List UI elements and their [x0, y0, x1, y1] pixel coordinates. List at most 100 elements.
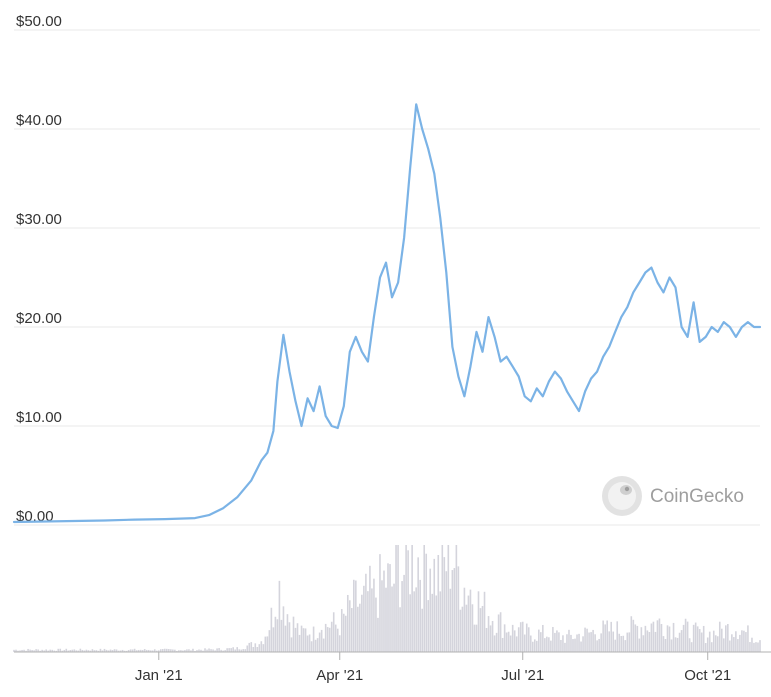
volume-bar: [596, 640, 598, 652]
volume-bar: [483, 591, 486, 652]
volume-bar: [29, 649, 31, 652]
volume-bar: [505, 632, 508, 652]
volume-bar: [678, 632, 681, 652]
volume-bar: [421, 608, 423, 652]
volume-bar: [119, 650, 122, 652]
volume-bar: [425, 553, 428, 652]
x-tick-label: Oct '21: [684, 667, 731, 684]
volume-bar: [244, 649, 247, 652]
volume-bar: [87, 650, 90, 652]
volume-bar: [650, 623, 653, 652]
volume-bar: [702, 625, 705, 652]
volume-bar: [47, 650, 49, 652]
volume-bar: [240, 649, 243, 652]
volume-bar: [757, 642, 759, 652]
volume-bar: [509, 635, 512, 652]
volume-bar: [168, 648, 170, 652]
volume-bar: [77, 650, 80, 652]
y-tick-label: $20.00: [16, 310, 62, 327]
volume-bar: [720, 628, 723, 652]
volume-bar: [153, 649, 156, 652]
volume-bar: [41, 649, 43, 652]
volume-bar: [246, 645, 249, 652]
volume-bar: [109, 649, 112, 652]
volume-bar: [23, 649, 25, 652]
volume-bar: [135, 650, 138, 652]
volume-bar: [206, 649, 208, 652]
volume-bar: [35, 649, 37, 652]
volume-bar: [55, 650, 58, 652]
volume-bar: [222, 650, 224, 652]
volume-bar: [224, 650, 226, 652]
volume-bar: [574, 638, 576, 652]
volume-bar: [93, 650, 96, 652]
volume-bar: [176, 650, 178, 652]
volume-bar: [616, 621, 619, 652]
volume-bar: [407, 550, 409, 652]
volume-bar: [65, 648, 68, 652]
volume-bar: [256, 647, 259, 652]
volume-bar: [250, 642, 253, 652]
volume-bar: [708, 631, 711, 652]
volume-bar: [324, 623, 327, 652]
volume-bar: [684, 618, 687, 652]
volume-bar: [417, 557, 419, 652]
volume-bar: [123, 650, 126, 652]
volume-bar: [682, 624, 685, 652]
volume-bar: [282, 606, 285, 652]
volume-bar: [13, 649, 15, 652]
volume-bar: [554, 632, 556, 652]
volume-bar: [718, 621, 721, 652]
volume-bar: [735, 631, 737, 652]
volume-bar: [455, 545, 458, 652]
volume-bar: [411, 545, 413, 652]
volume-bar: [592, 629, 594, 652]
volume-bar: [383, 570, 385, 652]
volume-bar: [296, 623, 299, 652]
volume-bar: [696, 626, 699, 652]
volume-bar: [186, 649, 188, 652]
volume-bar: [254, 643, 257, 652]
volume-bar: [652, 621, 655, 652]
volume-bar: [83, 650, 86, 652]
volume-bar: [743, 630, 745, 652]
volume-bar: [365, 573, 367, 652]
volume-bar: [208, 648, 210, 652]
volume-bar: [359, 603, 361, 652]
volume-bar: [606, 620, 608, 652]
volume-bar: [141, 649, 144, 652]
volume-bar: [642, 635, 645, 652]
volume-bar: [330, 621, 333, 652]
volume-bar: [451, 570, 454, 652]
volume-bar: [61, 650, 64, 652]
volume-bar: [751, 637, 753, 652]
volume-bar: [67, 650, 70, 652]
volume-bar: [143, 649, 146, 652]
volume-bar: [441, 545, 444, 652]
volume-bar: [437, 554, 440, 652]
volume-bar: [157, 650, 160, 652]
volume-bar: [397, 545, 399, 652]
volume-bar: [332, 612, 335, 652]
volume-bar: [53, 650, 56, 652]
volume-bar: [21, 649, 23, 652]
volume-bar: [312, 626, 315, 652]
volume-bar: [538, 629, 540, 652]
volume-bar: [125, 650, 128, 652]
y-tick-label: $50.00: [16, 13, 62, 30]
volume-bar: [491, 620, 494, 652]
volume-bar: [272, 627, 275, 652]
volume-bar: [487, 616, 490, 652]
volume-bar: [610, 621, 613, 652]
volume-bar: [471, 604, 474, 652]
volume-bar: [558, 632, 560, 652]
volume-bar: [85, 649, 88, 652]
volume-bar: [582, 636, 584, 652]
volume-bar: [166, 648, 168, 652]
volume-bar: [568, 629, 570, 652]
volume-bar: [286, 614, 289, 652]
volume-bar: [640, 627, 643, 652]
price-line: [12, 103, 762, 524]
volume-bar: [27, 648, 29, 652]
